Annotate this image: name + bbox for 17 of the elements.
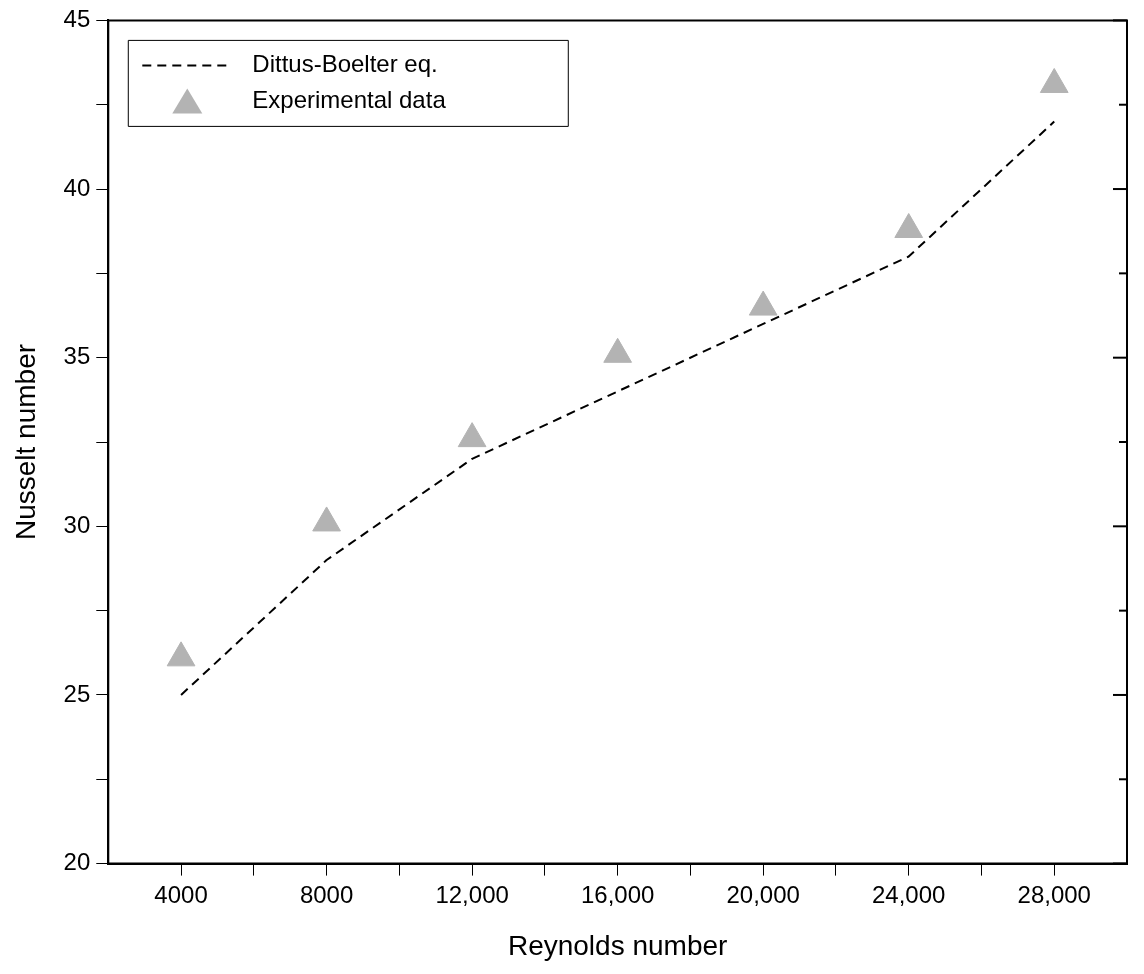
y-tick-label: 45 — [63, 5, 91, 33]
y-tick-label: 35 — [63, 342, 91, 370]
x-tick-label: 4000 — [154, 880, 208, 908]
y-tick-label: 30 — [63, 510, 91, 538]
x-tick-label: 16,000 — [580, 880, 655, 908]
y-axis-title: Nusselt number — [9, 343, 41, 541]
x-tick-label: 28,000 — [1017, 880, 1091, 908]
x-axis-title: Reynolds number — [507, 929, 728, 961]
x-tick-label: 12,000 — [435, 880, 509, 908]
y-tick-label: 40 — [63, 173, 91, 201]
legend-label: Experimental data — [252, 86, 447, 114]
legend-label: Dittus-Boelter eq. — [252, 50, 438, 78]
y-tick-label: 20 — [63, 848, 91, 876]
y-tick-label: 25 — [63, 679, 91, 707]
x-tick-label: 8000 — [299, 880, 354, 908]
x-tick-label: 20,000 — [726, 880, 800, 908]
x-tick-label: 24,000 — [872, 880, 946, 908]
